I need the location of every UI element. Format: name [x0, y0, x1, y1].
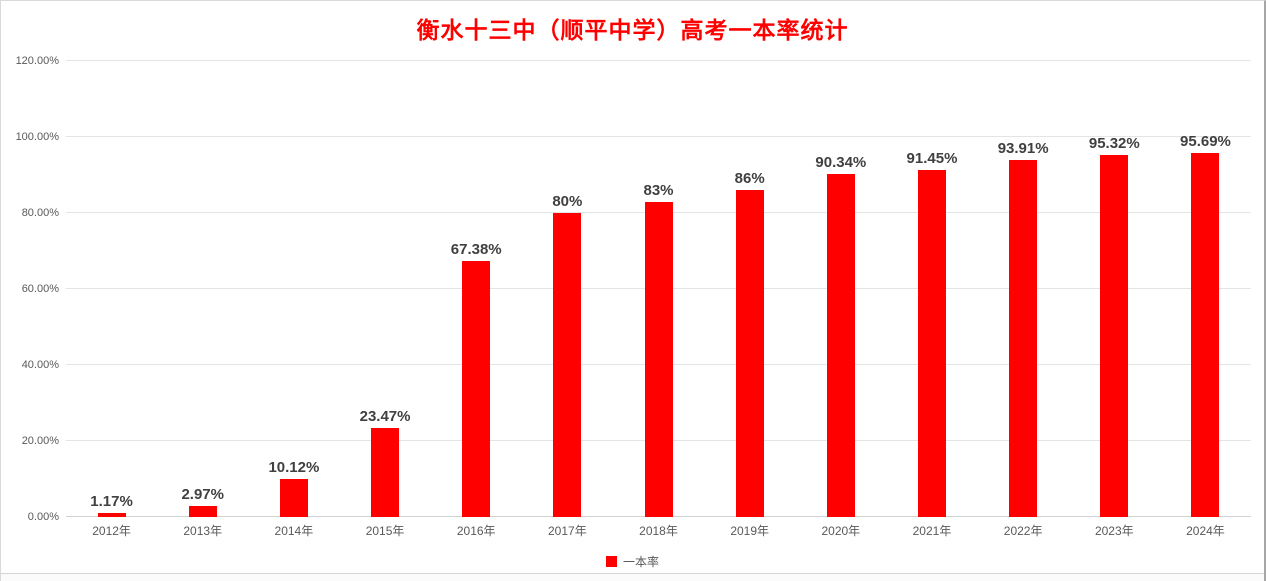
x-tick-label: 2021年: [912, 524, 952, 538]
y-tick-label: 60.00%: [21, 283, 59, 295]
legend-swatch-icon: [605, 556, 617, 567]
bar-value-label: 93.91%: [997, 140, 1049, 158]
bar-value-label: 2.97%: [181, 485, 224, 503]
bar-value-label: 91.45%: [906, 149, 958, 167]
bottom-edge-divider: [1, 573, 1264, 581]
bar-column: 91.45%: [886, 61, 977, 517]
bar-column: 95.32%: [1069, 61, 1160, 517]
bar: [279, 478, 308, 517]
x-axis-labels: 2012年 2013年 2014年 2015年 2016年 2017年 2018年 2019年…: [66, 522, 1251, 539]
bar-column: 93.91%: [978, 61, 1069, 517]
y-tick-label: 0.00%: [27, 511, 59, 523]
x-tick-label: 2017年: [548, 524, 587, 538]
bar: [188, 505, 217, 517]
y-tick-label: 40.00%: [21, 359, 59, 372]
x-tick-label: 2015年: [365, 524, 405, 538]
x-tick-label: 2018年: [639, 524, 678, 538]
bar-value-label: 95.32%: [1088, 134, 1140, 152]
bar-column: 67.38%: [431, 61, 522, 517]
x-tick-label: 2023年: [1094, 524, 1134, 538]
bar: [917, 169, 946, 517]
bar-column: 86%: [704, 61, 795, 517]
bar-column: 80%: [522, 61, 613, 517]
bar: [462, 260, 491, 517]
x-tick-label: 2013年: [183, 524, 223, 538]
x-tick-label: 2014年: [274, 524, 314, 538]
bar-value-label: 95.69%: [1180, 133, 1231, 151]
bars-row: 1.17% 2.97% 10.12% 23.47% 67.38% 80% 83% 86% 90.…: [66, 61, 1251, 517]
bar-value-label: 83%: [643, 181, 674, 199]
y-tick-label: 100.00%: [15, 131, 59, 143]
bar-value-label: 67.38%: [450, 240, 502, 258]
gridline: [66, 136, 1251, 137]
bar-value-label: 23.47%: [359, 407, 411, 425]
bar: [1191, 153, 1220, 517]
bar-column: 90.34%: [795, 61, 886, 517]
plot-area: 1.17% 2.97% 10.12% 23.47% 67.38% 80% 83% 86% 90.…: [66, 60, 1251, 517]
x-tick-label: 2020年: [821, 524, 861, 538]
x-tick-label: 2024年: [1186, 524, 1225, 538]
bar-column: 95.69%: [1160, 61, 1251, 517]
bar: [735, 190, 764, 517]
bar: [371, 427, 400, 517]
bar: [644, 201, 673, 517]
legend: 一本率: [1, 553, 1264, 570]
bar-value-label: 80%: [552, 193, 583, 211]
bar: [97, 512, 126, 517]
bar-value-label: 86%: [734, 170, 765, 188]
bar-value-label: 90.34%: [815, 153, 867, 171]
bar-column: 23.47%: [339, 61, 430, 517]
bar: [1100, 154, 1129, 517]
x-tick-label: 2016年: [456, 524, 496, 538]
bar: [826, 173, 855, 517]
x-tick-label: 2019年: [730, 524, 770, 538]
legend-series-label: 一本率: [622, 555, 659, 569]
y-tick-label: 120.00%: [15, 55, 59, 67]
gridline: [66, 60, 1251, 61]
bar: [1009, 160, 1038, 517]
y-tick-label: 80.00%: [21, 207, 59, 220]
x-tick-label: 2012年: [92, 524, 131, 538]
bar-value-label: 1.17%: [90, 492, 133, 510]
bar-column: 10.12%: [248, 61, 339, 517]
y-axis-labels: 0.00% 20.00% 40.00% 60.00% 80.00% 100.00% 120.…: [1, 55, 59, 523]
bar-value-label: 10.12%: [268, 458, 320, 476]
y-tick-label: 20.00%: [21, 435, 59, 448]
bar-column: 83%: [613, 61, 704, 517]
bar: [553, 213, 582, 517]
bar-column: 2.97%: [157, 61, 248, 517]
chart-title: 衡水十三中（顺平中学）高考一本率统计: [416, 18, 849, 43]
x-tick-label: 2022年: [1003, 524, 1043, 538]
bar-column: 1.17%: [66, 61, 157, 517]
